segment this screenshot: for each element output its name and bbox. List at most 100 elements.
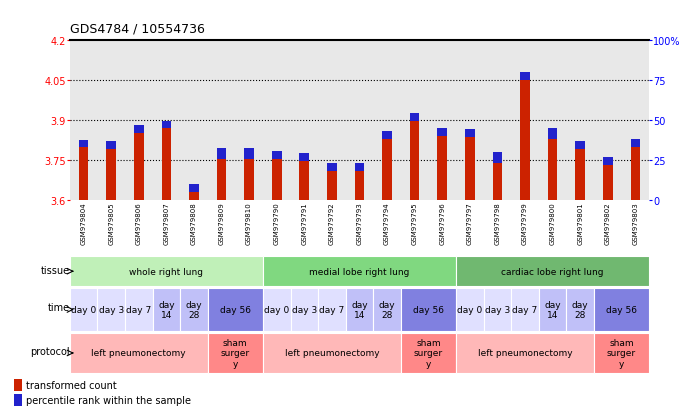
Bar bbox=[410, 114, 419, 122]
Text: left pneumonectomy: left pneumonectomy bbox=[91, 349, 186, 358]
Bar bbox=[456, 256, 649, 287]
Bar bbox=[263, 333, 401, 373]
Text: day
28: day 28 bbox=[186, 300, 202, 319]
Bar bbox=[575, 142, 585, 150]
Bar bbox=[244, 159, 254, 200]
Bar bbox=[272, 151, 281, 159]
Bar bbox=[79, 147, 89, 200]
Bar bbox=[493, 163, 503, 200]
Text: time: time bbox=[47, 302, 70, 313]
Bar bbox=[153, 288, 180, 332]
Text: left pneumonectomy: left pneumonectomy bbox=[477, 349, 572, 358]
Bar bbox=[630, 147, 640, 200]
Text: cardiac lobe right lung: cardiac lobe right lung bbox=[501, 267, 604, 276]
Bar bbox=[327, 171, 336, 200]
Text: transformed count: transformed count bbox=[27, 380, 117, 390]
Bar bbox=[548, 139, 558, 200]
Bar bbox=[70, 256, 263, 287]
Bar bbox=[189, 185, 199, 192]
Bar bbox=[216, 149, 226, 159]
Bar bbox=[299, 154, 309, 162]
Text: medial lobe right lung: medial lobe right lung bbox=[309, 267, 410, 276]
Bar bbox=[465, 130, 475, 138]
Bar bbox=[438, 129, 447, 137]
Text: day 56: day 56 bbox=[413, 305, 444, 314]
Bar bbox=[575, 150, 585, 200]
Bar bbox=[134, 134, 144, 200]
Bar bbox=[290, 288, 318, 332]
Bar bbox=[456, 288, 484, 332]
Text: whole right lung: whole right lung bbox=[129, 267, 203, 276]
Bar bbox=[161, 129, 171, 200]
Text: day 56: day 56 bbox=[606, 305, 637, 314]
Bar bbox=[373, 288, 401, 332]
Text: day
14: day 14 bbox=[351, 300, 368, 319]
Bar bbox=[216, 159, 226, 200]
Bar bbox=[106, 142, 116, 150]
Bar bbox=[70, 333, 208, 373]
Text: day 7: day 7 bbox=[512, 305, 537, 314]
Text: day 3: day 3 bbox=[292, 305, 317, 314]
Bar bbox=[70, 288, 98, 332]
Text: day
14: day 14 bbox=[158, 300, 174, 319]
Bar bbox=[327, 163, 336, 171]
Text: day 0: day 0 bbox=[71, 305, 96, 314]
Text: day 0: day 0 bbox=[457, 305, 482, 314]
Bar bbox=[14, 379, 22, 391]
Bar bbox=[456, 333, 594, 373]
Text: sham
surger
y: sham surger y bbox=[607, 338, 636, 368]
Bar bbox=[180, 288, 208, 332]
Text: day 3: day 3 bbox=[98, 305, 124, 314]
Text: day 3: day 3 bbox=[485, 305, 510, 314]
Bar bbox=[208, 288, 263, 332]
Bar bbox=[566, 288, 594, 332]
Bar bbox=[263, 288, 290, 332]
Bar bbox=[603, 158, 613, 166]
Bar bbox=[189, 192, 199, 200]
Bar bbox=[208, 333, 263, 373]
Bar bbox=[465, 138, 475, 200]
Text: day 7: day 7 bbox=[126, 305, 151, 314]
Bar bbox=[106, 150, 116, 200]
Bar bbox=[520, 81, 530, 200]
Text: day 7: day 7 bbox=[319, 305, 345, 314]
Bar bbox=[79, 141, 89, 147]
Text: sham
surger
y: sham surger y bbox=[221, 338, 250, 368]
Bar bbox=[125, 288, 153, 332]
Bar bbox=[493, 153, 503, 163]
Bar bbox=[401, 288, 456, 332]
Bar bbox=[401, 333, 456, 373]
Bar bbox=[520, 73, 530, 81]
Bar bbox=[98, 288, 125, 332]
Text: left pneumonectomy: left pneumonectomy bbox=[285, 349, 379, 358]
Bar bbox=[355, 171, 364, 200]
Bar bbox=[594, 288, 649, 332]
Bar bbox=[594, 333, 649, 373]
Bar bbox=[272, 159, 281, 200]
Bar bbox=[263, 256, 456, 287]
Text: day 56: day 56 bbox=[220, 305, 251, 314]
Text: day 0: day 0 bbox=[264, 305, 290, 314]
Bar bbox=[299, 162, 309, 200]
Bar bbox=[410, 122, 419, 200]
Bar bbox=[14, 394, 22, 406]
Bar bbox=[548, 129, 558, 139]
Bar bbox=[383, 131, 392, 139]
Bar bbox=[134, 126, 144, 134]
Bar bbox=[539, 288, 566, 332]
Text: GDS4784 / 10554736: GDS4784 / 10554736 bbox=[70, 22, 205, 35]
Bar bbox=[318, 288, 346, 332]
Bar bbox=[484, 288, 511, 332]
Bar bbox=[383, 139, 392, 200]
Text: protocol: protocol bbox=[30, 346, 70, 356]
Bar bbox=[355, 163, 364, 171]
Bar bbox=[438, 137, 447, 200]
Bar bbox=[161, 122, 171, 129]
Bar bbox=[630, 139, 640, 147]
Text: day
14: day 14 bbox=[544, 300, 561, 319]
Bar bbox=[346, 288, 373, 332]
Text: tissue: tissue bbox=[40, 265, 70, 275]
Text: day
28: day 28 bbox=[379, 300, 395, 319]
Bar bbox=[511, 288, 539, 332]
Bar bbox=[603, 166, 613, 200]
